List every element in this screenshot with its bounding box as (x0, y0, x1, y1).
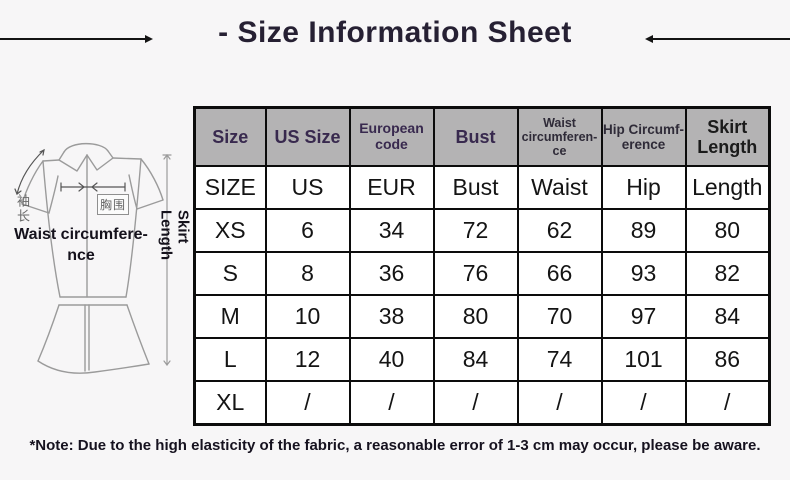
header-cell-us-size: US Size (264, 106, 351, 167)
skirt-length-label: Skirt Length (157, 210, 192, 260)
cell: 40 (348, 337, 435, 382)
header-cell-waist: Waist circumferen- ce (516, 106, 603, 167)
cell: 36 (348, 251, 435, 296)
cell: 6 (264, 208, 351, 253)
table-row-xl: XL / / / / / / (193, 380, 771, 426)
dress-sketch (14, 142, 172, 374)
table-row-s: S 8 36 76 66 93 82 (193, 251, 771, 296)
cell: XL (193, 380, 267, 426)
cell: / (432, 380, 519, 426)
dress-outline (21, 142, 164, 374)
cell: 84 (432, 337, 519, 382)
chest-measure-arrow (60, 182, 126, 192)
cell: 80 (684, 208, 771, 253)
sleeve-measure-arrow (14, 148, 45, 195)
cell: SIZE (193, 165, 267, 210)
cell: Length (684, 165, 771, 210)
header-cell-skirt: Skirt Length (684, 106, 771, 167)
cell: 66 (516, 251, 603, 296)
title-rule-right (645, 35, 790, 43)
cell: / (684, 380, 771, 426)
cell: 84 (684, 294, 771, 339)
table-row-m: M 10 38 80 70 97 84 (193, 294, 771, 339)
header-cell-hip: Hip Circumf- erence (600, 106, 687, 167)
cell: 82 (684, 251, 771, 296)
cell: 76 (432, 251, 519, 296)
cell: L (193, 337, 267, 382)
cell: 72 (432, 208, 519, 253)
cell: / (600, 380, 687, 426)
waist-circumference-label: Waist circumfere- nce (14, 226, 148, 264)
cell: Hip (600, 165, 687, 210)
bust-cn-label: 胸围 (97, 194, 130, 215)
cell: US (264, 165, 351, 210)
cell: M (193, 294, 267, 339)
cell: 93 (600, 251, 687, 296)
cell: 10 (264, 294, 351, 339)
cell: 101 (600, 337, 687, 382)
dress-illustration: 袖长 胸围 Waist circumfere- nce Skirt Length (0, 130, 200, 400)
cell: 89 (600, 208, 687, 253)
size-table: Size US Size European code Bust Waist ci… (193, 106, 771, 426)
cell: S (193, 251, 267, 296)
cell: 8 (264, 251, 351, 296)
cell: / (516, 380, 603, 426)
skirt-length-line (162, 154, 172, 366)
table-row-xs: XS 6 34 72 62 89 80 (193, 208, 771, 253)
cell: EUR (348, 165, 435, 210)
sleeve-length-cn-label: 袖长 (15, 194, 30, 224)
cell: Bust (432, 165, 519, 210)
header-row: Size US Size European code Bust Waist ci… (193, 106, 771, 167)
table-row-units: SIZE US EUR Bust Waist Hip Length (193, 165, 771, 210)
cell: 12 (264, 337, 351, 382)
table-row-l: L 12 40 84 74 101 86 (193, 337, 771, 382)
cell: 34 (348, 208, 435, 253)
header-cell-eur: European code (348, 106, 435, 167)
header-cell-bust: Bust (432, 106, 519, 167)
cell: 97 (600, 294, 687, 339)
cell: XS (193, 208, 267, 253)
cell: 70 (516, 294, 603, 339)
cell: Waist (516, 165, 603, 210)
cell: 38 (348, 294, 435, 339)
cell: / (264, 380, 351, 426)
cell: 74 (516, 337, 603, 382)
page-title: - Size Information Sheet (218, 16, 572, 49)
cell: / (348, 380, 435, 426)
cell: 62 (516, 208, 603, 253)
cell: 86 (684, 337, 771, 382)
title-rule-left (0, 35, 153, 43)
cell: 80 (432, 294, 519, 339)
header-cell-size: Size (193, 106, 267, 167)
elasticity-note: *Note: Due to the high elasticity of the… (29, 437, 761, 454)
